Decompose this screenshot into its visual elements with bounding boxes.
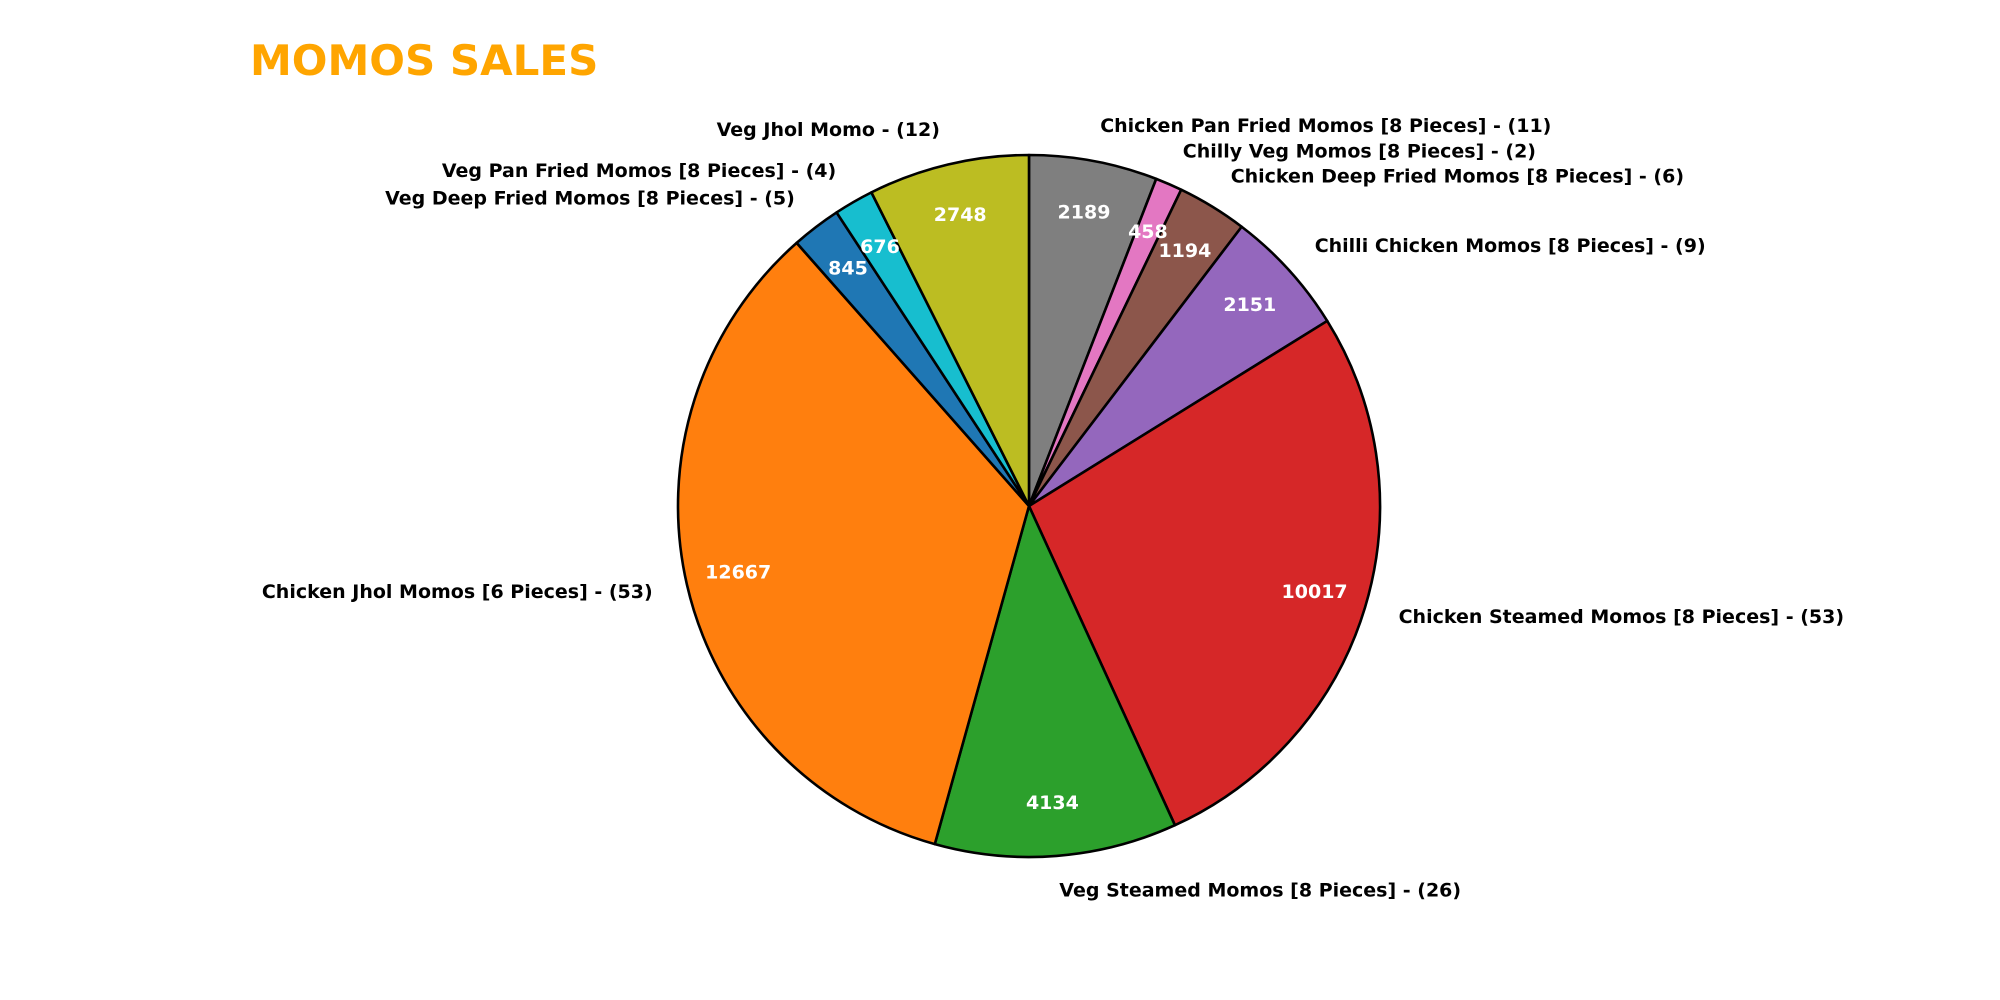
slice-value-label: 676 bbox=[860, 236, 900, 258]
slice-value-label: 12667 bbox=[705, 561, 771, 583]
pie-slices bbox=[678, 155, 1380, 857]
slice-value-label: 2151 bbox=[1223, 294, 1276, 316]
slice-label: Chicken Jhol Momos [6 Pieces] - (53) bbox=[262, 581, 653, 603]
slice-label: Veg Pan Fried Momos [8 Pieces] - (4) bbox=[442, 160, 836, 182]
slice-label: Chicken Deep Fried Momos [8 Pieces] - (6… bbox=[1231, 165, 1684, 187]
slice-label: Chilli Chicken Momos [8 Pieces] - (9) bbox=[1315, 235, 1706, 257]
slice-label: Veg Jhol Momo - (12) bbox=[717, 119, 940, 141]
slice-label: Chilly Veg Momos [8 Pieces] - (2) bbox=[1183, 140, 1536, 162]
slice-value-label: 2189 bbox=[1058, 201, 1111, 223]
slice-value-label: 2748 bbox=[934, 204, 987, 226]
slice-value-label: 10017 bbox=[1282, 581, 1348, 603]
slice-label: Veg Steamed Momos [8 Pieces] - (26) bbox=[1059, 879, 1461, 901]
slice-value-label: 845 bbox=[828, 257, 868, 279]
slice-label: Veg Deep Fried Momos [8 Pieces] - (5) bbox=[385, 188, 795, 210]
slice-label: Chicken Steamed Momos [8 Pieces] - (53) bbox=[1399, 606, 1844, 628]
slice-label: Chicken Pan Fried Momos [8 Pieces] - (11… bbox=[1100, 115, 1551, 137]
slice-value-label: 1194 bbox=[1158, 240, 1211, 262]
slice-value-label: 4134 bbox=[1026, 792, 1079, 814]
